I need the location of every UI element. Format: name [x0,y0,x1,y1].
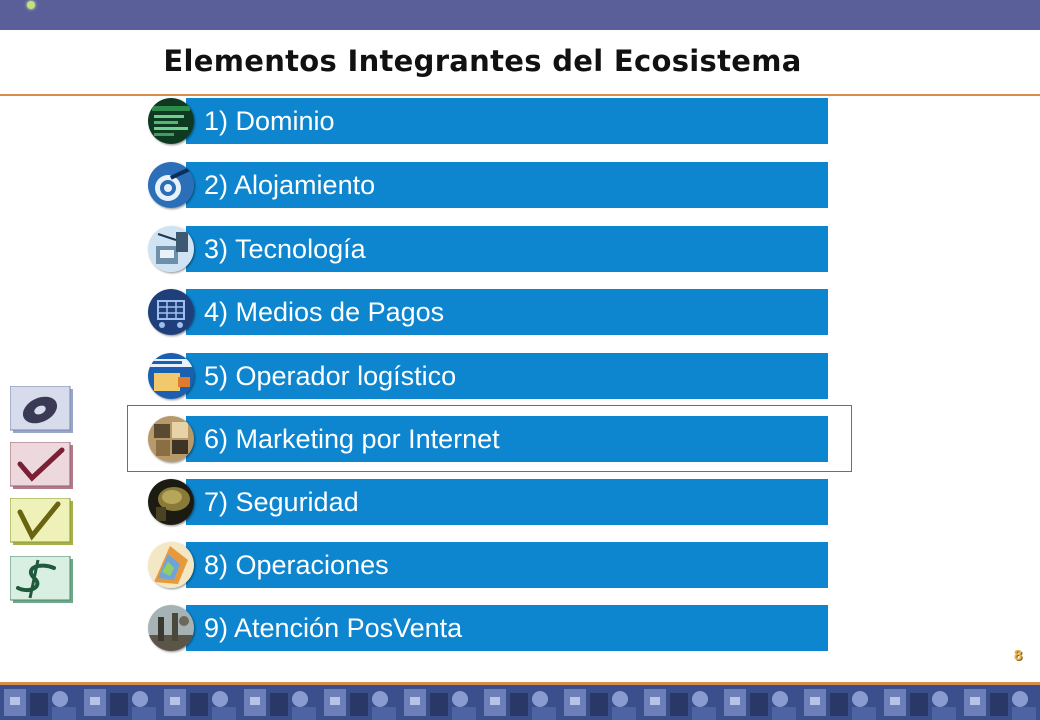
item-label: 8) Operaciones [204,550,389,580]
operations-icon [148,542,194,588]
item-label: 7) Seguridad [204,487,359,517]
item-bar [186,226,828,272]
checkmark-yellow-icon [10,498,74,546]
page-number: 8 [1013,647,1023,664]
item-label: 1) Dominio [204,106,335,136]
item-label: 6) Marketing por Internet [204,424,500,454]
footer-image-strip [0,685,1040,720]
list-item-operador-logistico: 5) Operador logístico [148,353,828,399]
after-sales-icon [148,605,194,651]
security-icon [148,479,194,525]
item-label: 4) Medios de Pagos [204,297,445,327]
dollar-sign-icon [10,556,74,604]
slide-title: Elementos Integrantes del Ecosistema [163,44,802,78]
item-bar [186,162,828,208]
item-label: 2) Alojamiento [204,170,376,200]
footer-divider [0,682,1040,685]
item-bar [186,416,828,462]
title-divider [0,94,1040,96]
list-item-alojamiento: 2) Alojamiento [148,162,828,208]
selection-highlight-box [127,405,852,472]
header-bar [0,0,1040,30]
item-bar [186,289,828,335]
list-item-atencion-posventa: 9) Atención PosVenta [148,605,828,651]
hosting-icon [148,162,194,208]
item-bar [186,542,828,588]
item-label: 3) Tecnología [204,234,366,264]
bullet-dot-icon [27,1,35,9]
item-bar [186,479,828,525]
list-item-medios-de-pagos: 4) Medios de Pagos [148,289,828,335]
item-label: 5) Operador logístico [204,361,457,391]
technology-icon [148,226,194,272]
domain-icon [148,98,194,144]
checkmark-red-icon [10,442,74,490]
marketing-icon [148,416,194,462]
list-item-dominio: 1) Dominio [148,98,828,144]
item-bar [186,605,828,651]
list-item-operaciones: 8) Operaciones [148,542,828,588]
list-item-tecnologia: 3) Tecnología [148,226,828,272]
item-bar [186,353,828,399]
disc-icon [10,386,74,434]
item-label: 9) Atención PosVenta [204,613,463,643]
item-bar [186,98,828,144]
list-item-marketing-por-internet: 6) Marketing por Internet [148,416,828,462]
logistics-icon [148,353,194,399]
payment-cart-icon [148,289,194,335]
list-item-seguridad: 7) Seguridad [148,479,828,525]
